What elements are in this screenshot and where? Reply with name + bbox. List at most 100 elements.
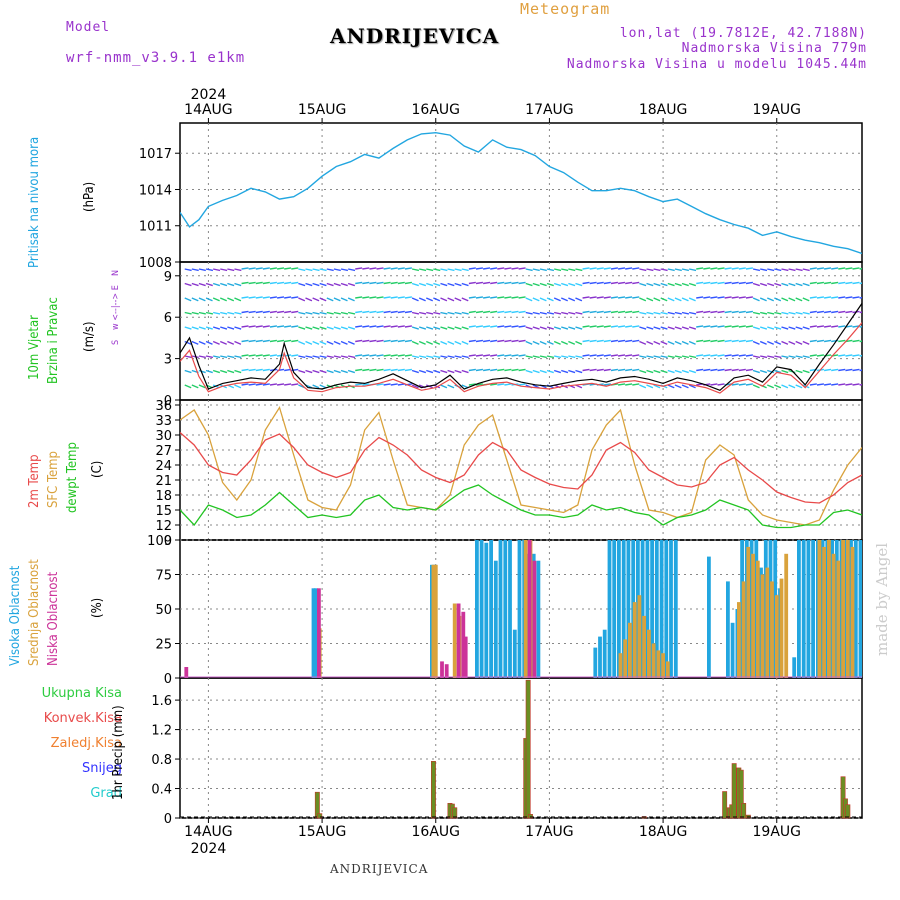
wind-barb bbox=[362, 267, 370, 270]
wind-barb bbox=[461, 355, 469, 359]
wind-barb bbox=[639, 282, 647, 287]
wind-barb bbox=[532, 326, 540, 330]
wind-barb bbox=[838, 281, 846, 285]
precip-bar bbox=[845, 804, 851, 819]
wind-barb bbox=[575, 268, 583, 272]
cloud-bar-high bbox=[493, 560, 498, 678]
wind-barb bbox=[781, 268, 789, 272]
wind-barb bbox=[490, 281, 498, 285]
precip-bar bbox=[722, 791, 728, 819]
wind-barb bbox=[553, 282, 562, 287]
wind-barb bbox=[745, 339, 753, 343]
wind-barb bbox=[397, 339, 405, 343]
wind-barb bbox=[468, 310, 476, 314]
wind-barb bbox=[532, 311, 540, 315]
wind-barb bbox=[397, 368, 405, 372]
wind-barb bbox=[610, 368, 619, 372]
wind-barb bbox=[738, 310, 746, 314]
wind-barb bbox=[561, 282, 569, 287]
wind-barb bbox=[617, 296, 626, 299]
wind-barb bbox=[234, 384, 242, 389]
wind-barb bbox=[347, 268, 356, 272]
wind-barb bbox=[440, 311, 448, 315]
pressure-frame bbox=[179, 122, 863, 263]
wind-barb bbox=[483, 325, 491, 328]
cloud-bar-mid bbox=[623, 639, 628, 678]
wind-barb bbox=[355, 339, 363, 343]
wind-barb bbox=[234, 268, 242, 272]
wind-barb bbox=[248, 310, 256, 314]
wind-barb bbox=[227, 282, 235, 287]
wind-barb bbox=[433, 369, 441, 374]
wind-barb bbox=[617, 325, 626, 328]
wind-barb bbox=[390, 267, 398, 270]
wind-barb bbox=[411, 326, 419, 330]
cloud-bar-high bbox=[730, 622, 735, 678]
wind-barb bbox=[795, 384, 803, 389]
cloud-ytick-label: 25 bbox=[155, 638, 172, 653]
wind-barb bbox=[696, 310, 704, 314]
wind-barb bbox=[184, 268, 192, 272]
wind-barb bbox=[838, 354, 846, 357]
wind-barb bbox=[397, 383, 405, 386]
wind-barb bbox=[738, 267, 746, 270]
wind-barb bbox=[681, 384, 689, 389]
wind-barb bbox=[355, 383, 363, 386]
wind-barb bbox=[305, 268, 313, 272]
wind-barb bbox=[298, 268, 306, 272]
wind-barb bbox=[490, 354, 498, 357]
wind-barb bbox=[660, 340, 668, 345]
wind-barb bbox=[220, 369, 228, 374]
wind-barb bbox=[710, 354, 718, 357]
cloud-ytick-label: 100 bbox=[147, 534, 172, 549]
cloud-bar-high bbox=[503, 540, 508, 678]
precip-ytick-label: 0 bbox=[164, 812, 172, 827]
cloud-bar-low bbox=[461, 611, 466, 678]
wind-barb bbox=[560, 297, 568, 302]
cloud-bar-mid bbox=[831, 553, 836, 678]
wind-barb bbox=[603, 354, 611, 357]
wind-barb bbox=[255, 354, 263, 357]
wind-barb bbox=[724, 339, 732, 343]
wind-barb bbox=[475, 281, 484, 285]
wind-barb bbox=[397, 281, 405, 285]
wind-barb bbox=[681, 282, 689, 287]
wind-barb bbox=[532, 282, 540, 287]
wind-barb bbox=[220, 311, 228, 315]
wind-barb bbox=[433, 326, 441, 330]
wind-barb bbox=[767, 384, 774, 389]
precip-ytick-label: 1.6 bbox=[151, 694, 172, 709]
cloud-bar-high bbox=[617, 540, 621, 678]
wind-barb bbox=[852, 368, 860, 372]
wind-barb bbox=[731, 368, 739, 372]
wind-barb bbox=[411, 384, 419, 389]
wind-barb bbox=[816, 267, 825, 270]
wind-barb bbox=[497, 354, 505, 357]
wind-barb bbox=[781, 340, 789, 345]
model-name: wrf-nmm_v3.9.1 e1km bbox=[66, 50, 246, 66]
wind-barb bbox=[539, 282, 547, 287]
cloud-bar-high bbox=[707, 556, 711, 678]
wind-barb bbox=[248, 267, 256, 270]
wind-barb bbox=[305, 369, 313, 374]
wind-barb bbox=[369, 368, 377, 372]
wind-barb bbox=[560, 340, 568, 345]
wind-barb bbox=[554, 311, 562, 315]
wind-barb bbox=[468, 296, 476, 299]
wind-barb bbox=[447, 340, 455, 345]
wind-barb bbox=[262, 339, 270, 343]
wind-barb bbox=[255, 368, 263, 372]
wind-barb bbox=[276, 281, 285, 285]
wind-barb bbox=[468, 383, 476, 386]
wind-barb bbox=[759, 297, 767, 302]
wind-barb bbox=[752, 268, 761, 272]
wind-barb bbox=[426, 326, 434, 330]
wind-barb bbox=[319, 369, 327, 374]
temperature-ytick-label: 36 bbox=[155, 399, 172, 414]
wind-barb bbox=[319, 282, 327, 287]
wind-barb bbox=[433, 282, 441, 287]
wind-barb bbox=[688, 384, 696, 389]
wind-barb bbox=[660, 311, 668, 315]
wind-barb bbox=[646, 297, 654, 302]
